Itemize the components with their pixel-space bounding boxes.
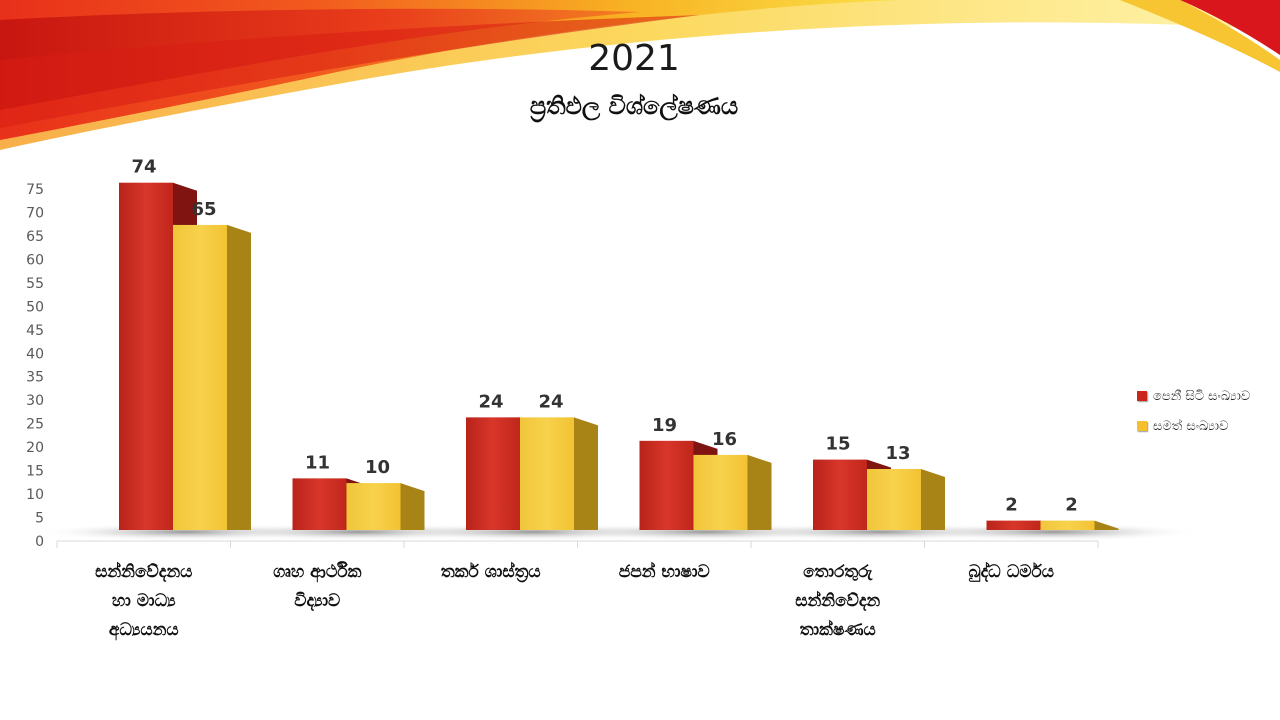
bar-front-face <box>466 417 520 530</box>
data-label: 19 <box>652 415 677 436</box>
category-label-line: සන්නිවේදන <box>795 591 881 611</box>
bar-passed <box>173 224 251 530</box>
bar-front-face <box>1040 520 1095 530</box>
y-tick-label: 50 <box>26 299 44 315</box>
legend-swatch-yellow <box>1137 421 1147 431</box>
y-tick-label: 35 <box>26 370 44 386</box>
y-tick-label: 45 <box>26 323 44 339</box>
y-tick-label: 15 <box>26 464 44 480</box>
category-label-line: ජපන් භාෂාව <box>618 562 710 582</box>
data-label: 11 <box>305 452 330 473</box>
slide-title: 2021 <box>588 38 680 79</box>
decorative-swoosh-banner <box>0 0 1280 150</box>
y-tick-label: 25 <box>26 417 44 433</box>
legend-label-series-1: පෙනී සිටි සංඛ්‍යාව <box>1153 388 1251 404</box>
floor-shadow <box>902 523 1203 541</box>
legend-label-series-2: සමත් සංඛ්‍යාව <box>1153 418 1229 434</box>
category-label-line: තාක්ෂණය <box>799 620 876 640</box>
category-label-line: තොරතුරු <box>803 562 873 582</box>
legend-item-series-2: සමත් සංඛ්‍යාව <box>1137 416 1250 436</box>
legend-swatch-red <box>1137 391 1147 401</box>
y-tick-label: 55 <box>26 276 44 292</box>
category-label-line: බුද්ධ ධර්මය <box>968 562 1055 582</box>
bar-front-face <box>292 478 347 530</box>
bar-passed <box>520 417 598 530</box>
data-label: 16 <box>712 429 737 450</box>
y-tick-label: 5 <box>35 511 44 527</box>
bar-side-face <box>400 483 425 530</box>
bar-front-face <box>867 468 921 530</box>
category-label-line: තර්ක ශාස්ත්‍රය <box>440 562 541 582</box>
category-label: බුද්ධ ධර්මය <box>931 558 1091 587</box>
y-tick-label: 20 <box>26 440 44 456</box>
y-tick-label: 40 <box>26 346 44 362</box>
bar-front-face <box>986 520 1041 530</box>
bar-side-face <box>921 468 945 530</box>
data-label: 13 <box>885 443 910 464</box>
y-tick-label: 60 <box>26 252 44 268</box>
bar-front-face <box>639 440 694 530</box>
category-label: ජපන් භාෂාව <box>584 558 744 587</box>
bar-front-face <box>346 483 401 530</box>
y-tick-label: 30 <box>26 393 44 409</box>
bar-front-face <box>119 182 173 530</box>
bar-passed <box>1040 520 1119 530</box>
data-label: 65 <box>191 199 216 220</box>
data-label: 74 <box>131 157 156 178</box>
data-label: 2 <box>1005 495 1018 516</box>
data-label: 2 <box>1065 495 1078 516</box>
y-tick-label: 70 <box>26 205 44 221</box>
category-label-line: ගෘහ ආර්ථික <box>273 562 362 582</box>
category-label: තර්ක ශාස්ත්‍රය <box>411 558 571 587</box>
y-tick-label: 10 <box>26 487 44 503</box>
bar-passed <box>693 454 772 530</box>
bar-side-face <box>574 417 598 530</box>
bar-front-face <box>693 454 748 530</box>
category-label-line: සන්නිවේදනය <box>95 562 193 582</box>
bar-side-face <box>747 454 772 530</box>
category-label-line: අධ්‍යයනය <box>108 620 179 640</box>
category-label-line: විද්‍යාව <box>294 591 341 611</box>
legend: පෙනී සිටි සංඛ්‍යාව සමත් සංඛ්‍යාව <box>1137 386 1250 446</box>
slide-subtitle: ප්‍රතිඵල විශ්ලේෂණය <box>529 92 739 120</box>
category-label-line: හා මාධ්‍ය <box>111 591 176 611</box>
data-label: 10 <box>365 457 390 478</box>
y-tick-label: 0 <box>35 534 44 550</box>
data-label: 24 <box>538 391 563 412</box>
bar-passed <box>346 483 425 530</box>
legend-item-series-1: පෙනී සිටි සංඛ්‍යාව <box>1137 386 1250 406</box>
y-tick-label: 75 <box>26 182 44 198</box>
bar-side-face <box>227 224 251 530</box>
bar-passed <box>867 468 945 530</box>
y-tick-label: 65 <box>26 229 44 245</box>
bar-front-face <box>520 417 574 530</box>
category-label: තොරතුරු සන්නිවේදන තාක්ෂණය <box>758 558 918 645</box>
category-label: ගෘහ ආර්ථික විද්‍යාව <box>237 558 397 616</box>
bar-front-face <box>813 459 867 530</box>
category-label: සන්නිවේදනය හා මාධ්‍ය අධ්‍යයනය <box>64 558 224 645</box>
data-label: 15 <box>825 434 850 455</box>
bar-front-face <box>173 224 227 530</box>
data-label: 24 <box>478 391 503 412</box>
bar-side-face <box>1094 520 1119 530</box>
